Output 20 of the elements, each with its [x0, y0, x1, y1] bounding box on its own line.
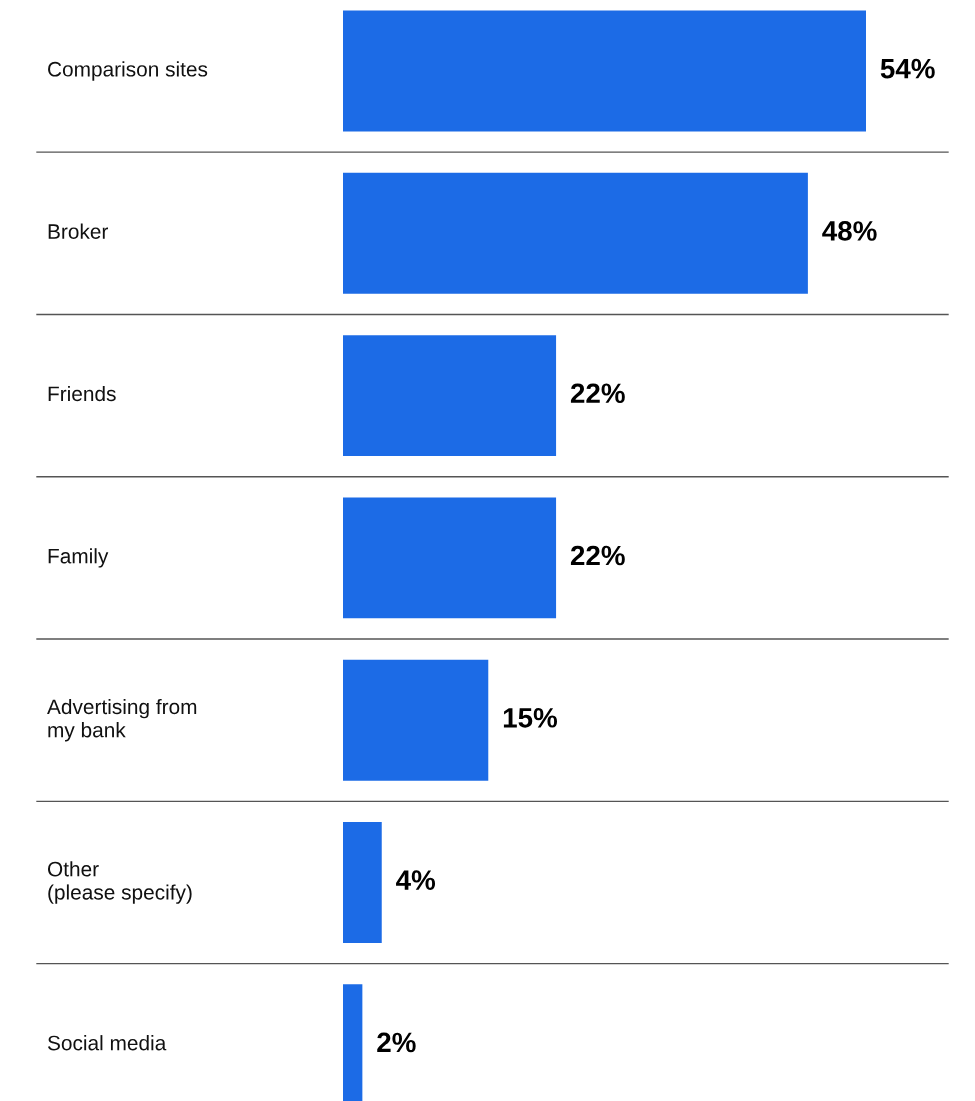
bar — [343, 659, 489, 781]
data-label: 48% — [822, 221, 877, 241]
bar — [343, 497, 557, 619]
y-tick-label: Other (please specify) — [47, 861, 192, 904]
y-tick-label: Social media — [47, 1035, 167, 1051]
data-label: 15% — [503, 708, 558, 728]
y-tick-label: Broker — [48, 223, 109, 239]
data-label: 22% — [570, 545, 625, 566]
y-tick-label: Friends — [48, 385, 116, 402]
bar — [343, 10, 866, 132]
bar — [343, 335, 557, 457]
bar — [343, 822, 382, 943]
y-tick-label: Advertising from my bank — [47, 698, 197, 742]
bar — [343, 172, 808, 294]
data-label: 2% — [377, 1032, 416, 1053]
data-label: 4% — [396, 870, 436, 890]
y-tick-label: Comparison sites — [48, 61, 208, 81]
data-label: 54% — [880, 58, 935, 79]
y-tick-label: Family — [48, 548, 109, 568]
data-label: 22% — [570, 383, 625, 403]
